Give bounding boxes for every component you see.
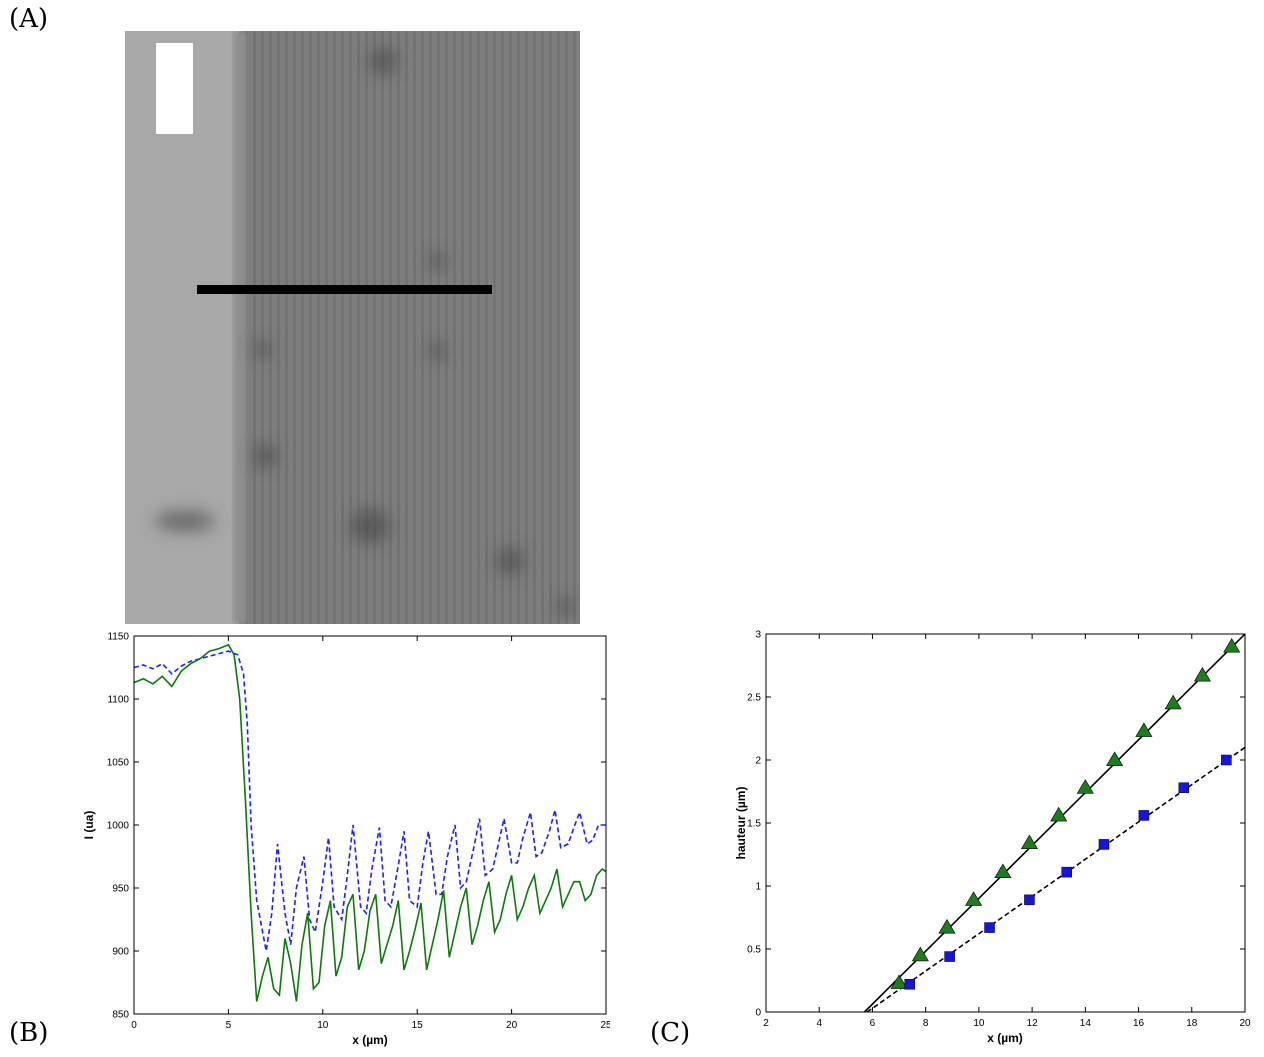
plot-c-x-tick-label: 4	[816, 1018, 822, 1029]
square-marker	[904, 979, 915, 990]
plot-b-frame	[133, 635, 607, 1015]
plot-c-y-axis-label: hauteur (µm)	[734, 787, 748, 860]
plot-b-x-tick-label: 20	[506, 1020, 518, 1031]
triangle-marker	[1164, 694, 1182, 710]
plot-b-y-tick-label: 1100	[107, 695, 129, 706]
solid-fit-line	[863, 633, 1246, 1013]
solid-intensity-line	[133, 643, 607, 1002]
profile-line	[197, 285, 492, 294]
plot-c-y-tick-label: 2.5	[747, 693, 761, 704]
triangle-marker	[1106, 751, 1124, 766]
plot-c-x-tick-label: 10	[973, 1018, 985, 1029]
plot-c-x-axis-label: x (µm)	[987, 1031, 1023, 1045]
square-marker	[1178, 782, 1190, 793]
intensity-profile-chart: 0 5 10 15 20 25 850 900 950 1000 1050 1100 1150 x (µ…	[82, 632, 610, 1048]
plot-b-y-tick-label: 900	[112, 947, 129, 958]
plot-c-y-tick-label: 0.5	[747, 945, 761, 956]
panel-label-c: (C)	[650, 1018, 691, 1048]
plot-c-x-tick-label: 18	[1186, 1018, 1198, 1029]
triangle-marker	[1193, 666, 1211, 682]
plot-b-x-tick-label: 25	[600, 1020, 610, 1031]
plot-b-y-tick-label: 1150	[107, 632, 129, 643]
image-dark-spots	[155, 47, 574, 615]
triangle-marker	[1020, 834, 1038, 850]
triangle-marker	[938, 918, 956, 934]
plot-c-y-tick-label: 3	[755, 630, 761, 641]
triangle-marker	[890, 974, 908, 989]
plot-c-x-tick-label: 8	[923, 1018, 929, 1029]
plot-c-y-tick-label: 1.5	[747, 819, 761, 830]
triangle-marker	[1076, 779, 1094, 794]
triangle-marker	[911, 946, 929, 962]
plot-b-x-tick-label: 0	[131, 1020, 137, 1031]
plot-b-x-tick-label: 5	[226, 1020, 232, 1031]
plot-c-y-tick-label: 2	[755, 756, 761, 767]
plot-b-y-axis-label: I (ua)	[82, 811, 96, 840]
triangle-marker	[965, 891, 983, 906]
square-marker	[1138, 810, 1150, 821]
square-marker	[944, 951, 955, 962]
plot-b-x-axis-label: x (µm)	[352, 1033, 388, 1047]
triangle-marker	[994, 863, 1012, 879]
plot-c-x-tick-label: 14	[1080, 1018, 1092, 1029]
plot-b-y-tick-label: 950	[112, 884, 129, 895]
plot-c-x-tick-label: 16	[1133, 1018, 1145, 1029]
scale-bar-white	[156, 43, 193, 134]
plot-b-y-tick-label: 1000	[107, 821, 130, 832]
plot-b-x-tick-label: 15	[412, 1020, 424, 1031]
square-marker	[1024, 894, 1035, 906]
dashed-intensity-line	[133, 650, 606, 952]
triangle-marker	[1223, 638, 1241, 653]
square-marker	[1221, 754, 1232, 766]
plot-c-x-tick-label: 20	[1239, 1018, 1251, 1029]
panel-label-b: (B)	[9, 1018, 49, 1048]
height-scatter-chart: 2 4 6 8 10 12 14 16 18 20 0 0.5 1 1.5 2 2.5 3 x (µm) hau…	[734, 630, 1251, 1046]
plot-c-x-tick-label: 6	[870, 1018, 876, 1029]
panel-label-a: (A)	[9, 4, 49, 34]
square-marker	[1061, 866, 1072, 878]
square-marker	[1098, 839, 1110, 850]
image-right-band	[239, 31, 580, 624]
triangle-marker	[1135, 722, 1153, 737]
plot-c-x-tick-label: 12	[1027, 1018, 1039, 1029]
square-marker	[984, 922, 995, 933]
plot-b-y-tick-label: 850	[112, 1010, 129, 1021]
plot-b-y-tick-label: 1050	[107, 758, 130, 769]
triangle-marker	[1050, 806, 1068, 822]
micrograph-image	[125, 31, 580, 624]
plot-c-y-tick-label: 1	[755, 882, 761, 893]
plot-c-y-tick-label: 0	[755, 1008, 761, 1019]
plot-c-x-tick-label: 2	[763, 1018, 769, 1029]
plot-b-x-tick-label: 10	[317, 1020, 329, 1031]
plot-c-frame	[765, 633, 1246, 1013]
